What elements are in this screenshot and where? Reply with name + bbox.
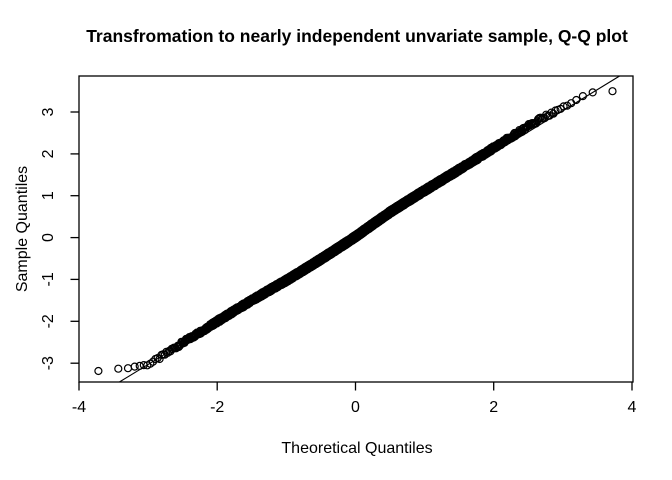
data-point — [130, 362, 139, 371]
data-point — [123, 364, 133, 373]
data-point — [114, 364, 123, 373]
data-point — [94, 366, 103, 376]
data-points-group — [94, 87, 617, 376]
chart-title: Transfromation to nearly independent unv… — [86, 26, 628, 46]
